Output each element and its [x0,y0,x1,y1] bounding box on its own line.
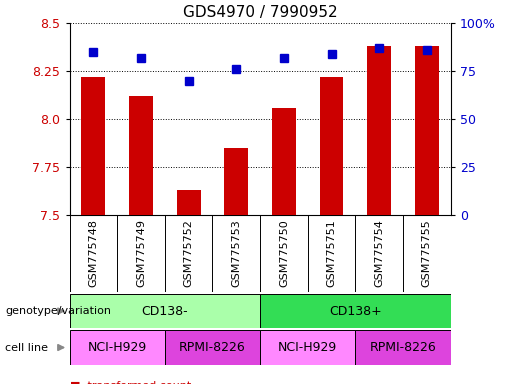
Text: cell line: cell line [5,343,48,353]
Bar [70,330,165,365]
Bar [367,46,391,215]
Text: GSM775754: GSM775754 [374,220,384,287]
Text: RPMI-8226: RPMI-8226 [179,341,246,354]
Text: NCI-H929: NCI-H929 [278,341,337,354]
Text: GSM775751: GSM775751 [327,220,336,287]
Text: CD138-: CD138- [142,305,188,318]
Bar [225,148,248,215]
Text: CD138+: CD138+ [329,305,382,318]
Bar [70,294,260,328]
Bar [81,77,105,215]
Bar [320,77,344,215]
Bar [260,330,355,365]
Text: GSM775755: GSM775755 [422,220,432,287]
Text: RPMI-8226: RPMI-8226 [370,341,436,354]
Bar [355,330,451,365]
Text: NCI-H929: NCI-H929 [88,341,147,354]
Text: ■  transformed count: ■ transformed count [70,380,191,384]
Text: GSM775750: GSM775750 [279,220,289,287]
Bar [415,46,439,215]
Text: genotype/variation: genotype/variation [5,306,111,316]
Text: GSM775753: GSM775753 [231,220,241,287]
Text: GSM775752: GSM775752 [184,220,194,287]
Bar [129,96,153,215]
Bar [165,330,260,365]
Text: GSM775749: GSM775749 [136,219,146,288]
Bar [260,294,451,328]
Title: GDS4970 / 7990952: GDS4970 / 7990952 [183,5,337,20]
Bar [272,108,296,215]
Text: GSM775748: GSM775748 [89,219,98,288]
Bar [177,190,200,215]
